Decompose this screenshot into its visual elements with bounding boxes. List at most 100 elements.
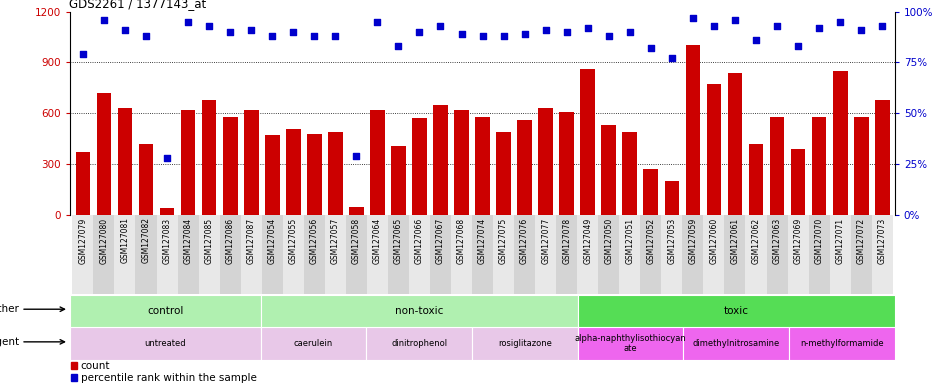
- Point: [706, 23, 721, 29]
- Text: GSM127074: GSM127074: [477, 217, 487, 264]
- Bar: [156, 215, 177, 294]
- Bar: [577, 215, 597, 294]
- Bar: [727, 73, 741, 215]
- Bar: [534, 215, 556, 294]
- Bar: [597, 215, 619, 294]
- Bar: [139, 144, 154, 215]
- Text: GSM127049: GSM127049: [582, 217, 592, 264]
- Text: other: other: [0, 304, 20, 314]
- Bar: [390, 146, 405, 215]
- Bar: [159, 208, 174, 215]
- Text: rosiglitazone: rosiglitazone: [497, 339, 551, 348]
- Point: [139, 33, 154, 39]
- Text: count: count: [80, 361, 110, 371]
- Bar: [556, 215, 577, 294]
- Point: [265, 33, 280, 39]
- Bar: [430, 215, 450, 294]
- Bar: [223, 117, 237, 215]
- Bar: [768, 117, 783, 215]
- Bar: [766, 215, 787, 294]
- Bar: [201, 100, 216, 215]
- Bar: [260, 295, 578, 327]
- Point: [495, 33, 510, 39]
- Text: GSM127084: GSM127084: [183, 217, 193, 263]
- Bar: [388, 215, 408, 294]
- Text: dinitrophenol: dinitrophenol: [390, 339, 446, 348]
- Bar: [307, 134, 321, 215]
- Text: GSM127073: GSM127073: [877, 217, 885, 264]
- Point: [201, 23, 216, 29]
- Bar: [619, 215, 639, 294]
- Bar: [639, 215, 661, 294]
- Bar: [601, 125, 616, 215]
- Bar: [219, 215, 241, 294]
- Text: GSM127067: GSM127067: [435, 217, 445, 264]
- Bar: [328, 132, 343, 215]
- Text: GSM127052: GSM127052: [646, 217, 654, 263]
- Text: GSM127055: GSM127055: [288, 217, 298, 264]
- Text: GSM127070: GSM127070: [813, 217, 823, 264]
- Text: GSM127076: GSM127076: [519, 217, 529, 264]
- Bar: [475, 117, 490, 215]
- Bar: [559, 112, 574, 215]
- Text: GSM127085: GSM127085: [204, 217, 213, 263]
- Bar: [76, 152, 90, 215]
- Text: GSM127086: GSM127086: [226, 217, 234, 263]
- Bar: [412, 118, 427, 215]
- Point: [537, 27, 552, 33]
- Bar: [790, 149, 805, 215]
- Bar: [579, 69, 594, 215]
- Text: GSM127053: GSM127053: [666, 217, 676, 264]
- Bar: [370, 110, 385, 215]
- Point: [768, 23, 783, 29]
- Text: percentile rank within the sample: percentile rank within the sample: [80, 373, 256, 383]
- Text: GSM127080: GSM127080: [99, 217, 109, 263]
- Text: GSM127078: GSM127078: [562, 217, 571, 263]
- Text: GSM127087: GSM127087: [246, 217, 256, 263]
- Bar: [450, 215, 472, 294]
- Bar: [114, 215, 136, 294]
- Bar: [703, 215, 724, 294]
- Point: [684, 15, 699, 21]
- Text: control: control: [147, 306, 183, 316]
- Bar: [71, 374, 77, 381]
- Point: [475, 33, 490, 39]
- Point: [75, 51, 90, 57]
- Point: [811, 25, 826, 31]
- Bar: [788, 327, 894, 360]
- Bar: [492, 215, 514, 294]
- Point: [159, 155, 174, 161]
- Bar: [177, 215, 198, 294]
- Bar: [811, 117, 826, 215]
- Bar: [70, 327, 260, 360]
- Text: GSM127071: GSM127071: [835, 217, 843, 263]
- Bar: [578, 295, 894, 327]
- Text: GSM127069: GSM127069: [793, 217, 802, 264]
- Text: dimethylnitrosamine: dimethylnitrosamine: [692, 339, 779, 348]
- Text: GSM127068: GSM127068: [457, 217, 465, 263]
- Bar: [243, 110, 258, 215]
- Text: non-toxic: non-toxic: [394, 306, 443, 316]
- Bar: [664, 181, 679, 215]
- Point: [285, 29, 300, 35]
- Text: agent: agent: [0, 337, 20, 347]
- Bar: [685, 45, 699, 215]
- Point: [832, 18, 847, 25]
- Text: GSM127056: GSM127056: [310, 217, 318, 264]
- Bar: [181, 110, 196, 215]
- Bar: [853, 117, 868, 215]
- Bar: [828, 215, 850, 294]
- Bar: [432, 105, 447, 215]
- Bar: [408, 215, 430, 294]
- Bar: [285, 129, 300, 215]
- Bar: [261, 215, 283, 294]
- Text: GSM127060: GSM127060: [709, 217, 718, 264]
- Point: [748, 37, 763, 43]
- Point: [622, 29, 636, 35]
- Point: [579, 25, 594, 31]
- Bar: [118, 108, 132, 215]
- Text: GSM127072: GSM127072: [856, 217, 865, 263]
- Bar: [72, 215, 94, 294]
- Point: [432, 23, 447, 29]
- Point: [790, 43, 805, 49]
